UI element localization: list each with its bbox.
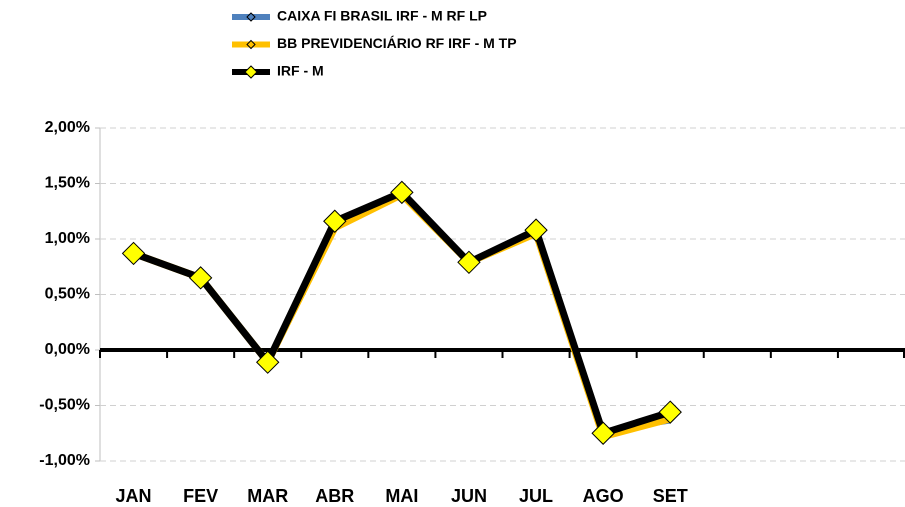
series-line: [132, 188, 672, 437]
marker: [390, 180, 414, 205]
x-tick-label: SET: [653, 486, 688, 506]
x-tick-label: AGO: [583, 486, 624, 506]
marker: [591, 421, 615, 445]
legend-marker: [244, 65, 258, 79]
y-tick-label: 0,50%: [45, 286, 90, 303]
marker: [323, 209, 347, 233]
y-tick-label: 0,00%: [45, 341, 90, 358]
marker: [256, 350, 280, 374]
y-tick-label: 1,50%: [45, 175, 90, 192]
x-tick-label: ABR: [315, 486, 354, 506]
x-tick-label: FEV: [183, 486, 218, 506]
y-tick-label: -1,00%: [39, 452, 90, 469]
marker: [188, 266, 213, 290]
marker: [524, 218, 548, 242]
y-tick-label: -0,50%: [39, 397, 90, 414]
legend-marker: [246, 12, 256, 22]
x-tick-label: JUL: [519, 486, 553, 506]
marker: [457, 250, 481, 275]
legend-label: IRF - M: [277, 63, 324, 79]
x-tick-label: JAN: [116, 486, 152, 506]
marker: [658, 400, 682, 424]
y-tick-label: 1,00%: [45, 230, 90, 247]
y-tick-label: 2,00%: [45, 119, 90, 136]
x-tick-label: MAR: [247, 486, 288, 506]
legend-label: CAIXA FI BRASIL IRF - M RF LP: [277, 8, 487, 24]
legend-marker: [246, 39, 256, 50]
x-tick-label: MAI: [385, 486, 418, 506]
legend-label: BB PREVIDENCIÁRIO RF IRF - M TP: [277, 35, 517, 51]
x-tick-label: JUN: [451, 486, 487, 506]
marker: [121, 241, 146, 266]
